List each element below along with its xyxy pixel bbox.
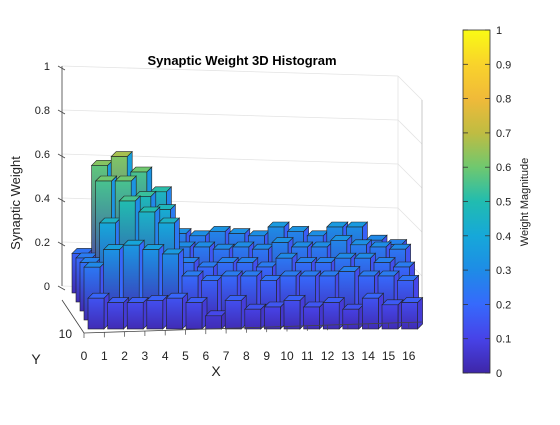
grid-line-z	[61, 109, 399, 121]
x-tick-label: 4	[162, 349, 169, 363]
x-tick-label: 7	[223, 349, 230, 363]
chart-title: Synaptic Weight 3D Histogram	[147, 53, 336, 68]
bar-front	[224, 300, 242, 330]
bar-front	[303, 306, 320, 330]
bar-side	[417, 296, 423, 330]
colorbar-ticks: 0 0.1 0.2 0.3 0.4 0.5 0.6 0.7 0.8 0.9 1	[463, 25, 511, 380]
bar	[263, 301, 287, 330]
x-tick-label: 13	[341, 349, 355, 363]
colorbar-tick-label: 0.4	[496, 231, 511, 243]
colorbar-tick-label: 0.1	[496, 334, 511, 346]
z-tick-mark	[57, 197, 66, 203]
bar-front	[185, 302, 203, 330]
bar	[126, 296, 149, 330]
bar-front	[205, 315, 222, 330]
bar-front	[87, 297, 105, 330]
x-tick-label: 14	[362, 349, 376, 363]
bar	[106, 296, 130, 330]
z-tick-label: 0.2	[35, 237, 50, 249]
colorbar-tick-label: 0.6	[496, 162, 511, 174]
z-tick-label: 1	[44, 61, 50, 73]
bar-front	[322, 302, 340, 330]
bar-front	[146, 300, 164, 330]
y-axis-label: Y	[31, 351, 41, 367]
bar-front	[264, 306, 281, 330]
bar-front	[381, 304, 399, 330]
x-tick-label: 10	[280, 349, 294, 363]
bar	[361, 292, 385, 330]
bar	[400, 296, 424, 330]
colorbar-tick-label: 0.7	[496, 128, 511, 140]
x-tick-label: 16	[402, 349, 416, 363]
bar-front	[244, 308, 262, 330]
bars-layer	[71, 150, 424, 330]
bar	[322, 296, 345, 330]
bar-front	[362, 297, 379, 330]
bar	[224, 294, 247, 330]
z-tick-label: 0.6	[35, 149, 50, 161]
x-tick-label: 2	[121, 349, 128, 363]
bar-front	[401, 302, 418, 330]
grid-line-z-side	[397, 75, 423, 101]
colorbar-label: Weight Magnitude	[519, 158, 531, 246]
colorbar-tick-label: 0.3	[496, 265, 511, 277]
bar	[244, 303, 267, 330]
colorbar: 0 0.1 0.2 0.3 0.4 0.5 0.6 0.7 0.8 0.9 1 Weight Mag…	[462, 25, 531, 380]
bar-front	[166, 297, 183, 330]
x-tick-label: 11	[301, 349, 314, 363]
x-tick-label: 12	[321, 349, 335, 363]
z-tick-mark	[57, 241, 66, 247]
grid-line-z	[61, 65, 399, 77]
colorbar-tick-label: 0.9	[496, 59, 511, 71]
z-tick-label: 0.8	[35, 105, 50, 117]
x-tick-label: 6	[202, 349, 209, 363]
bar	[185, 296, 208, 330]
bar	[342, 303, 365, 330]
colorbar-tick-label: 0.5	[496, 197, 511, 209]
colorbar-tick-label: 0.2	[496, 299, 511, 311]
grid-line-z-side	[397, 119, 423, 145]
z-tick-label: 0.4	[35, 193, 50, 205]
x-axis-line	[83, 321, 423, 334]
x-tick-label: 8	[243, 349, 250, 363]
bar	[204, 310, 228, 330]
z-axis-label: Synaptic Weight	[8, 156, 23, 250]
x-tick-label: 0	[81, 349, 88, 363]
grid-line-z-side	[397, 207, 423, 233]
x-axis-label: X	[211, 363, 221, 379]
bar	[283, 294, 306, 330]
z-tick-label: 0	[44, 281, 50, 293]
bar	[87, 292, 110, 330]
x-tick-label: 5	[182, 349, 189, 363]
z-tick-mark	[57, 65, 66, 71]
z-tick-mark	[57, 109, 66, 115]
bar	[165, 292, 189, 330]
grid-line-z-side	[397, 163, 423, 189]
y-axis-line	[61, 299, 85, 334]
z-tick-mark	[57, 153, 66, 159]
bar-front	[126, 302, 144, 330]
bar-front	[342, 308, 360, 330]
z-tick-mark	[57, 285, 66, 291]
bar-front	[283, 300, 301, 330]
colorbar-tick-label: 1	[496, 25, 502, 37]
x-tick-label: 1	[101, 349, 108, 363]
colorbar-tick-label: 0	[496, 368, 502, 380]
colorbar-tick-label: 0.8	[496, 94, 511, 106]
bar	[146, 294, 169, 330]
bar-front	[107, 302, 124, 330]
y-tick-label: 10	[59, 327, 73, 341]
x-tick-label: 3	[142, 349, 149, 363]
bar	[381, 299, 404, 330]
x-tick-label: 15	[382, 349, 396, 363]
x-tick-label: 9	[263, 349, 270, 363]
